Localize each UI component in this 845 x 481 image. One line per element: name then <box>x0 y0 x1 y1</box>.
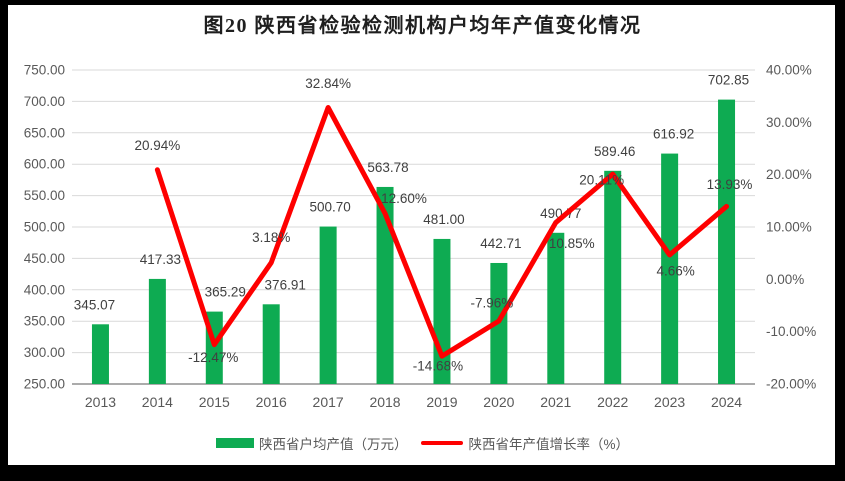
left-axis-tick-500: 500.00 <box>24 220 65 235</box>
left-axis-tick-650: 650.00 <box>24 125 65 140</box>
growth-label-2014: 20.94% <box>134 138 180 153</box>
growth-label-2023: 4.66% <box>656 263 694 278</box>
bar-value-label-2020: 442.71 <box>480 236 521 251</box>
x-axis-label-2013: 2013 <box>85 394 116 410</box>
growth-label-2015: -12.47% <box>188 350 238 365</box>
left-axis-tick-400: 400.00 <box>24 282 65 297</box>
growth-label-2017: 32.84% <box>305 76 351 91</box>
chart-canvas <box>8 5 835 465</box>
x-axis-label-2022: 2022 <box>597 394 628 410</box>
growth-label-2018: 12.60% <box>381 191 427 206</box>
growth-label-2022: 20.11% <box>579 173 624 188</box>
x-axis-label-2024: 2024 <box>711 394 742 410</box>
bar-value-label-2018: 563.78 <box>367 160 408 175</box>
x-axis-label-2016: 2016 <box>256 394 287 410</box>
bar-2021 <box>547 232 565 384</box>
growth-label-2021: 10.85% <box>549 236 595 251</box>
bar-series-label: 陕西省户均产值（万元） <box>258 437 408 452</box>
left-axis-tick-600: 600.00 <box>24 157 65 172</box>
bar-value-label-2013: 345.07 <box>74 297 115 312</box>
bar-series-swatch <box>215 438 254 448</box>
growth-label-2016: 3.18% <box>252 230 290 245</box>
bar-2013 <box>91 324 109 384</box>
growth-label-2020: -7.96% <box>470 295 513 310</box>
bar-value-label-2023: 616.92 <box>653 127 694 142</box>
bar-value-label-2016: 376.91 <box>265 277 306 292</box>
line-series-swatch <box>421 441 464 445</box>
left-axis-tick-300: 300.00 <box>24 345 65 360</box>
growth-rate-line <box>154 104 730 359</box>
bar-2024 <box>718 99 736 384</box>
legend-item-bar-series: 陕西省户均产值（万元） <box>215 433 408 453</box>
growth-label-2019: -14.68% <box>413 359 463 374</box>
legend-item-line-series: 陕西省年产值增长率（%） <box>421 433 629 453</box>
bar-2018 <box>376 186 394 384</box>
chart-title: 图20 陕西省检验检测机构户均年产值变化情况 <box>203 15 642 37</box>
bar-2014 <box>148 278 166 384</box>
bar-2022 <box>604 170 622 384</box>
x-axis-label-2020: 2020 <box>483 394 514 410</box>
bar-value-label-2022: 589.46 <box>594 144 635 159</box>
growth-label-2024: 13.93% <box>707 177 753 192</box>
left-axis-tick-450: 450.00 <box>24 251 65 266</box>
left-axis-tick-550: 550.00 <box>24 188 65 203</box>
left-axis-tick-350: 350.00 <box>24 314 65 329</box>
x-axis-label-2017: 2017 <box>313 394 344 410</box>
bar-value-label-2017: 500.70 <box>309 200 350 215</box>
x-axis-label-2019: 2019 <box>426 394 457 410</box>
right-axis-tick-10: 10.00% <box>766 220 812 235</box>
x-axis-label-2018: 2018 <box>369 394 400 410</box>
left-axis-tick-700: 700.00 <box>24 94 65 109</box>
x-axis-label-2021: 2021 <box>540 394 571 410</box>
right-axis-tick-20: 20.00% <box>766 167 812 182</box>
bar-value-label-2019: 481.00 <box>423 212 464 227</box>
x-axis-label-2014: 2014 <box>142 394 173 410</box>
left-axis-tick-250: 250.00 <box>24 377 65 392</box>
right-axis-tick--10: -10.00% <box>766 324 816 339</box>
bar-2017 <box>319 226 337 384</box>
bar-value-label-2024: 702.85 <box>708 73 749 88</box>
bar-2016 <box>262 304 280 384</box>
x-axis-label-2023: 2023 <box>654 394 685 410</box>
bar-2023 <box>661 153 679 384</box>
bar-value-label-2014: 417.33 <box>140 252 181 267</box>
line-series-label: 陕西省年产值增长率（%） <box>468 437 629 452</box>
bar-value-label-2015: 365.29 <box>205 285 246 300</box>
right-axis-tick-30: 30.00% <box>766 115 812 130</box>
right-axis-tick-40: 40.00% <box>766 63 812 78</box>
chart-legend: 陕西省户均产值（万元） 陕西省年产值增长率（%） <box>0 433 845 453</box>
right-axis-tick--20: -20.00% <box>766 377 816 392</box>
left-axis-tick-750: 750.00 <box>24 63 65 78</box>
x-axis-label-2015: 2015 <box>199 394 230 410</box>
right-axis-tick-0: 0.00% <box>766 272 804 287</box>
